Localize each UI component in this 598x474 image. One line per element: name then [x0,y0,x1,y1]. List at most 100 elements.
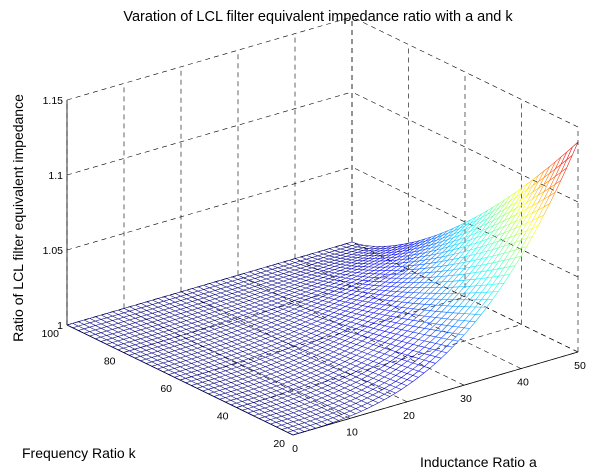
mesh-line [152,318,158,321]
mesh-line [293,413,299,416]
mesh-line [220,339,226,341]
mesh-line [413,303,419,304]
mesh-line [282,396,288,398]
mesh-line [192,304,198,306]
mesh-line [95,337,101,339]
mesh-line [311,383,317,386]
mesh-line [215,280,221,282]
mesh-line [368,337,374,339]
mesh-line [272,297,278,299]
mesh-line [306,315,312,318]
mesh-line [135,305,141,308]
mesh-line [186,338,192,341]
mesh-line [316,403,322,405]
mesh-line [362,341,368,343]
mesh-line [284,268,290,270]
mesh-line [344,413,350,416]
mesh-line [306,270,312,272]
mesh-line [322,375,328,378]
mesh-line [373,381,379,384]
mesh-line [243,298,249,300]
mesh-line [84,323,90,325]
mesh-line [232,337,238,340]
mesh-line [301,268,307,270]
mesh-line [288,351,294,353]
mesh-line [232,333,238,336]
mesh-line [310,424,316,426]
mesh-line [345,312,351,315]
mesh-line [197,366,203,369]
mesh-line [248,375,254,377]
mesh-line [152,343,158,345]
mesh-line [289,311,295,313]
mesh-line [329,270,335,272]
mesh-line [197,371,203,374]
mesh-line [282,384,288,387]
mesh-line [124,311,130,313]
mesh-line [306,277,312,279]
mesh-line [402,297,408,302]
mesh-line [243,370,249,373]
mesh-line [430,355,436,357]
mesh-line [384,383,390,385]
mesh-line [317,309,323,312]
mesh-line [158,297,164,299]
mesh-line [283,279,289,281]
mesh-line [322,422,328,425]
mesh-line [221,297,227,299]
mesh-line [447,306,453,312]
mesh-line [266,297,272,299]
mesh-line [146,335,152,337]
mesh-line [187,290,193,293]
mesh-line [163,341,169,344]
mesh-line [351,308,357,309]
mesh-line [243,305,249,307]
mesh-line [260,336,266,338]
mesh-line [175,294,181,297]
mesh-line [299,375,305,377]
mesh-line [487,277,493,285]
mesh-line [345,359,351,362]
mesh-line [254,411,260,414]
mesh-line [278,266,284,268]
mesh-line [311,373,317,376]
mesh-line [510,266,516,275]
mesh-line [288,396,294,399]
mesh-line [237,393,243,395]
mesh-line [357,330,363,334]
mesh-line [129,332,135,334]
mesh-line [357,314,363,315]
mesh-line [174,367,180,369]
mesh-line [255,281,261,283]
mesh-line [266,285,272,287]
mesh-line [153,298,159,300]
mesh-line [318,266,324,267]
mesh-line [312,280,318,282]
mesh-line [317,360,323,362]
mesh-line [436,337,442,338]
mesh-line [311,363,317,366]
mesh-line [266,318,272,320]
mesh-line [340,305,346,306]
mesh-line [335,266,341,267]
x-tick-label: 30 [460,393,472,405]
mesh-line [329,256,335,257]
mesh-line [289,322,295,324]
mesh-line [90,321,96,323]
mesh-line [363,256,369,258]
mesh-line [396,365,402,369]
mesh-line [220,321,226,323]
mesh-line [112,323,118,325]
mesh-line [204,284,210,286]
mesh-line [260,350,266,353]
mesh-line [260,353,266,355]
mesh-line [249,340,255,343]
mesh-line [259,412,265,414]
mesh-line [294,356,300,358]
mesh-line [209,372,215,375]
mesh-line [276,422,282,425]
mesh-line [101,342,107,345]
mesh-line [288,382,294,385]
mesh-line [301,257,307,259]
mesh-line [289,291,295,293]
